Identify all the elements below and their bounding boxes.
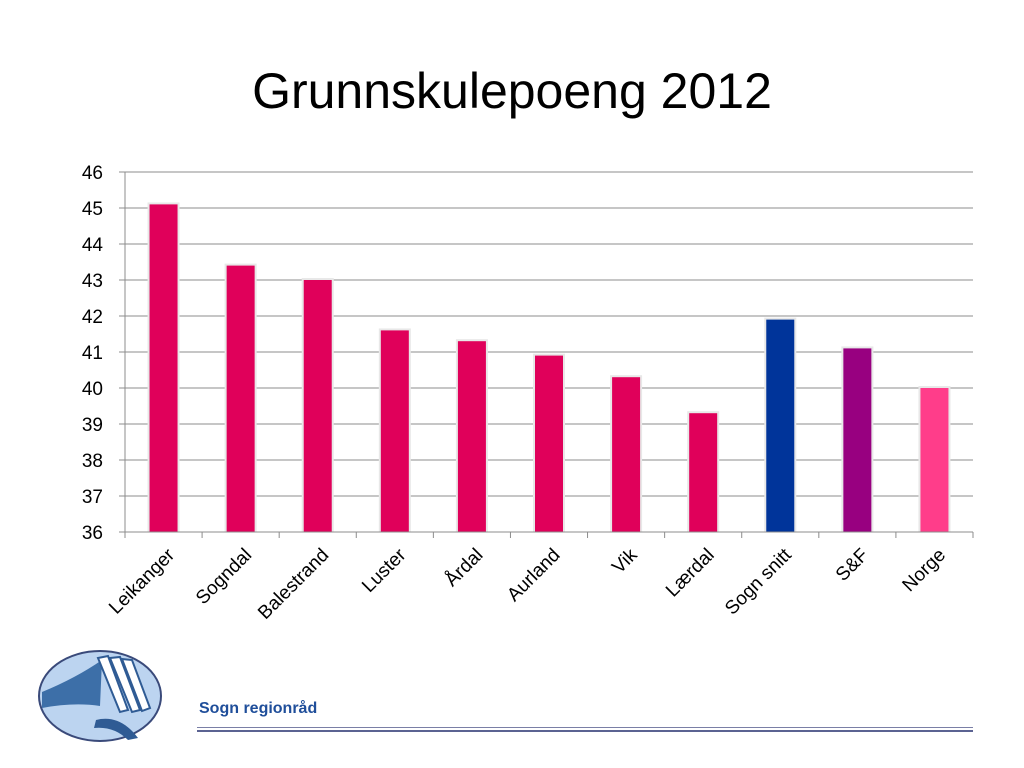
organization-name: Sogn regionråd (199, 700, 318, 717)
x-tick-label: Leikanger (105, 544, 179, 618)
y-axis-tick-labels: 36 37 38 39 40 41 42 43 44 45 46 (82, 163, 104, 544)
y-tick-label: 39 (82, 415, 103, 436)
bar-chart: 36 37 38 39 40 41 42 43 44 45 46 Leikanger SogndalB… (82, 163, 974, 624)
x-tick-label: S&F (832, 545, 873, 586)
x-tick-label: Vik (608, 544, 642, 578)
bar (535, 355, 563, 532)
x-tick-label: Sogndal (192, 545, 256, 609)
x-tick-label: Aurland (503, 545, 564, 606)
sogn-regionrad-logo-icon (38, 650, 162, 742)
y-tick-label: 45 (82, 199, 103, 220)
slide-title: Grunnskulepoeng 2012 (252, 63, 772, 119)
x-tick-label: Lærdal (662, 545, 719, 602)
bars (147, 202, 951, 532)
bar (149, 204, 178, 532)
x-tick-label: Årdal (441, 545, 487, 591)
y-tick-label: 44 (82, 235, 104, 256)
y-tick-label: 36 (82, 523, 103, 544)
x-tick-label: Balestrand (254, 545, 333, 624)
y-tick-label: 41 (82, 343, 103, 364)
bar (457, 341, 486, 532)
y-tick-label: 37 (82, 487, 103, 508)
bar (766, 319, 795, 532)
bar (843, 348, 872, 532)
y-tick-label: 42 (82, 307, 103, 328)
y-tick-label: 40 (82, 379, 103, 400)
y-tick-label: 43 (82, 271, 103, 292)
bar (380, 330, 409, 532)
x-tick-label: Luster (358, 544, 411, 597)
y-tick-label: 46 (82, 163, 103, 184)
footer-divider (197, 727, 973, 733)
x-tick-label: Norge (899, 545, 950, 596)
x-tick-label: Sogn snitt (721, 544, 796, 619)
axes (119, 171, 974, 538)
bar (689, 413, 718, 532)
bar (303, 280, 332, 532)
bar (920, 388, 949, 532)
bar (612, 377, 641, 532)
bar (226, 265, 255, 532)
y-tick-label: 38 (82, 451, 103, 472)
